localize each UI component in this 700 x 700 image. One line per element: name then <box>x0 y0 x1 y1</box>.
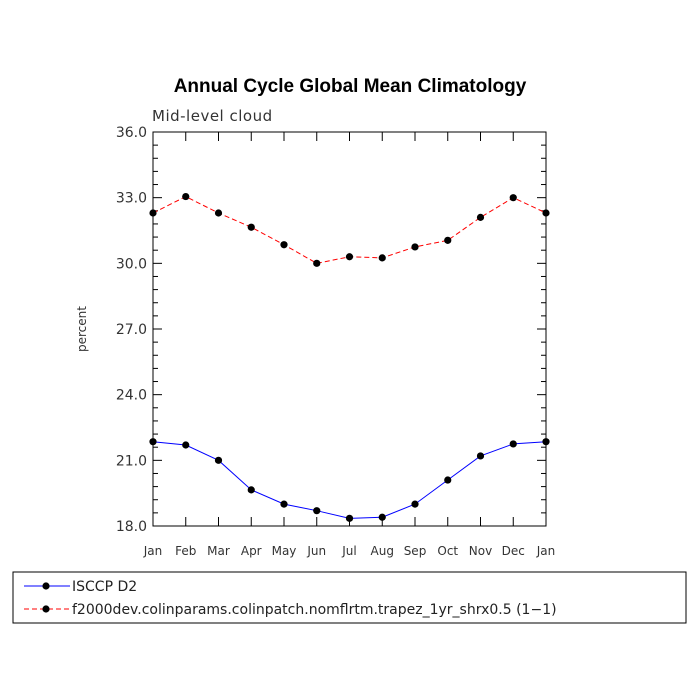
x-tick-label: Feb <box>175 544 196 558</box>
legend: ISCCP D2 f2000dev.colinparams.colinpatch… <box>12 571 687 624</box>
data-point <box>444 476 452 484</box>
y-tick-label: 21.0 <box>116 453 147 469</box>
data-point <box>345 514 354 522</box>
x-tick-label: Mar <box>207 544 230 558</box>
data-point <box>313 259 321 267</box>
data-point <box>149 438 157 446</box>
legend-label: ISCCP D2 <box>72 579 137 595</box>
y-tick-label: 33.0 <box>116 191 147 207</box>
y-tick-label: 24.0 <box>116 388 147 404</box>
legend-marker <box>42 582 50 590</box>
data-point <box>182 192 190 201</box>
x-tick-label: Apr <box>241 544 262 558</box>
y-tick-label: 27.0 <box>116 322 147 338</box>
data-point <box>214 209 223 217</box>
x-tick-label: Jun <box>306 544 326 558</box>
data-point <box>149 209 157 217</box>
data-point <box>411 243 419 251</box>
data-point <box>378 254 386 262</box>
data-point <box>280 241 288 249</box>
data-point <box>476 452 485 460</box>
series-group <box>149 192 550 522</box>
data-point <box>542 209 550 217</box>
legend-marker <box>42 605 50 613</box>
x-tick-label: Jan <box>536 544 556 558</box>
plot-frame <box>152 131 547 527</box>
data-point <box>509 440 517 448</box>
data-point <box>345 253 354 261</box>
data-point <box>444 236 452 244</box>
y-tick-label: 36.0 <box>116 125 147 141</box>
axes-ticks: 18.0 21.0 24.0 27.0 30.0 33.0 36.0 Jan Feb Mar Apr… <box>116 125 555 558</box>
series-line <box>152 441 547 519</box>
data-point <box>280 500 288 508</box>
data-point <box>509 194 517 202</box>
data-point <box>313 507 321 515</box>
chart-subtitle: Mid-level cloud <box>152 107 273 125</box>
chart-title: Annual Cycle Global Mean Climatology <box>174 76 527 97</box>
data-point <box>214 456 223 464</box>
data-point <box>247 223 255 231</box>
legend-label: f2000dev.colinparams.colinpatch.nomflrtm… <box>72 602 557 618</box>
legend-box <box>12 571 687 624</box>
x-tick-label: Oct <box>437 544 458 558</box>
data-point <box>476 213 485 221</box>
x-tick-label: Jan <box>143 544 163 558</box>
data-point <box>247 486 255 494</box>
data-point <box>378 513 386 521</box>
x-tick-label: May <box>272 544 297 558</box>
y-tick-label: 30.0 <box>116 256 147 272</box>
y-axis-label: percent <box>75 306 89 352</box>
data-point <box>182 441 190 449</box>
x-tick-label: Nov <box>469 544 492 558</box>
x-tick-label: Sep <box>404 544 427 558</box>
data-point <box>411 500 419 508</box>
x-tick-label: Jul <box>341 544 356 558</box>
x-tick-label: Aug <box>371 544 394 558</box>
y-tick-label: 18.0 <box>116 519 147 535</box>
x-tick-label: Dec <box>502 544 525 558</box>
data-point <box>542 438 550 446</box>
